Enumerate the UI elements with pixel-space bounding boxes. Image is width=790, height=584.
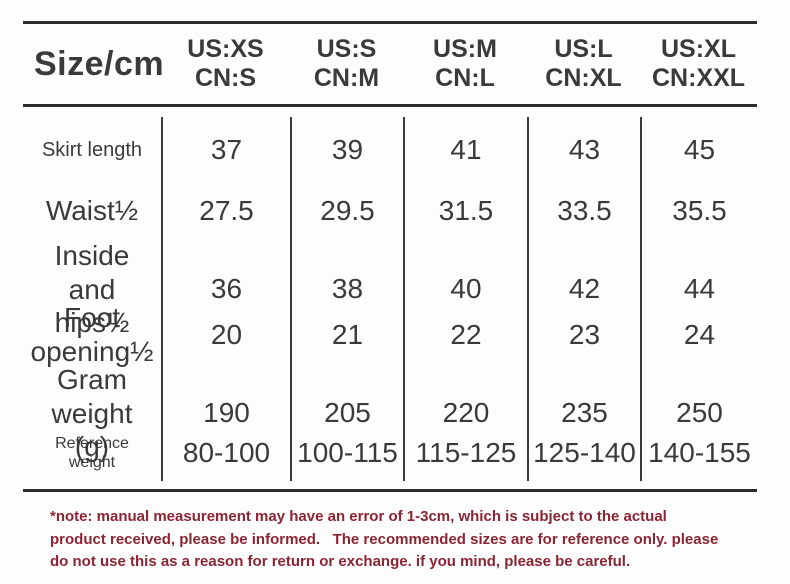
size-value-cell: 44 [640, 239, 757, 340]
size-value-cell: 35.5 [640, 183, 757, 239]
size-value-cell: 235 [527, 363, 640, 464]
size-value-cell: 36 [161, 239, 290, 340]
row-label: Foot opening½ [30, 302, 154, 367]
size-col-header-l: US:L CN:XL [527, 35, 640, 94]
us-size-label: US:XL [661, 34, 736, 63]
size-value-cell: 220 [403, 363, 527, 464]
size-value-cell: 80-100 [161, 425, 290, 481]
size-value-cell: 23 [527, 301, 640, 369]
size-value-cell: 205 [290, 363, 403, 464]
cn-size-label: CN:S [194, 64, 257, 92]
table-row-reference-weight: Reference weight 80-100 100-115 115-125 … [23, 425, 757, 481]
corner-label: Size/cm [34, 44, 165, 83]
table-row-waist: Waist½ 27.5 29.5 31.5 33.5 35.5 [23, 183, 757, 239]
size-value-cell: 39 [290, 117, 403, 183]
us-size-label: US:L [554, 34, 613, 63]
row-label: Reference weight [55, 434, 129, 471]
size-value-cell: 45 [640, 117, 757, 183]
size-value-cell: 100-115 [290, 425, 403, 481]
size-value-cell: 38 [290, 239, 403, 340]
us-size-label: US:M [433, 34, 497, 63]
size-value-cell: 21 [290, 301, 403, 369]
us-size-label: US:S [316, 34, 377, 63]
cn-size-label: CN:XXL [651, 64, 746, 92]
table-row-inside-hips: Inside and hips½ 36 38 40 42 44 [23, 239, 757, 340]
size-value-cell: 40 [403, 239, 527, 340]
table-row-foot-opening: Foot opening½ 20 21 22 23 24 [23, 301, 757, 369]
row-label: Waist½ [45, 195, 139, 227]
cn-size-label: CN:L [435, 64, 495, 92]
note-line: do not use this as a reason for return o… [50, 553, 631, 570]
us-size-label: US:XS [187, 34, 264, 63]
cn-size-label: CN:XL [545, 64, 622, 92]
size-value-cell: 33.5 [527, 183, 640, 239]
size-value-cell: 43 [527, 117, 640, 183]
measurement-note: *note: manual measurement may have an er… [23, 492, 757, 584]
size-col-header-xl: US:XL CN:XXL [640, 35, 757, 94]
size-value-cell: 41 [403, 117, 527, 183]
size-value-cell: 125-140 [527, 425, 640, 481]
size-col-header-m: US:M CN:L [403, 35, 527, 94]
size-col-header-s: US:S CN:M [290, 35, 403, 94]
size-col-header-xs: US:XS CN:S [161, 35, 290, 94]
size-value-cell: 140-155 [640, 425, 757, 481]
size-value-cell: 20 [161, 301, 290, 369]
table-row-skirt-length: Skirt length 37 39 41 43 45 [23, 117, 757, 183]
size-value-cell: 37 [161, 117, 290, 183]
size-value-cell: 42 [527, 239, 640, 340]
row-label: Gram weight (g) [51, 364, 133, 463]
table-header-row: Size/cm US:XS CN:S US:S CN:M US:M CN:L U… [23, 21, 757, 107]
size-value-cell: 29.5 [290, 183, 403, 239]
size-value-cell: 22 [403, 301, 527, 369]
table-body: Skirt length 37 39 41 43 45 Waist½ 27.5 … [23, 107, 757, 492]
size-value-cell: 24 [640, 301, 757, 369]
size-value-cell: 190 [161, 363, 290, 464]
size-chart-table: Size/cm US:XS CN:S US:S CN:M US:M CN:L U… [23, 21, 757, 584]
row-label: Inside and hips½ [54, 240, 130, 339]
table-row-gram-weight: Gram weight (g) 190 205 220 235 250 [23, 363, 757, 464]
cn-size-label: CN:M [313, 64, 380, 92]
size-value-cell: 250 [640, 363, 757, 464]
size-value-cell: 115-125 [403, 425, 527, 481]
size-value-cell: 31.5 [403, 183, 527, 239]
row-label: Skirt length [41, 139, 143, 161]
note-line: product received, please be informed. Th… [50, 530, 719, 548]
note-line: *note: manual measurement may have an er… [50, 508, 667, 525]
size-value-cell: 27.5 [161, 183, 290, 239]
